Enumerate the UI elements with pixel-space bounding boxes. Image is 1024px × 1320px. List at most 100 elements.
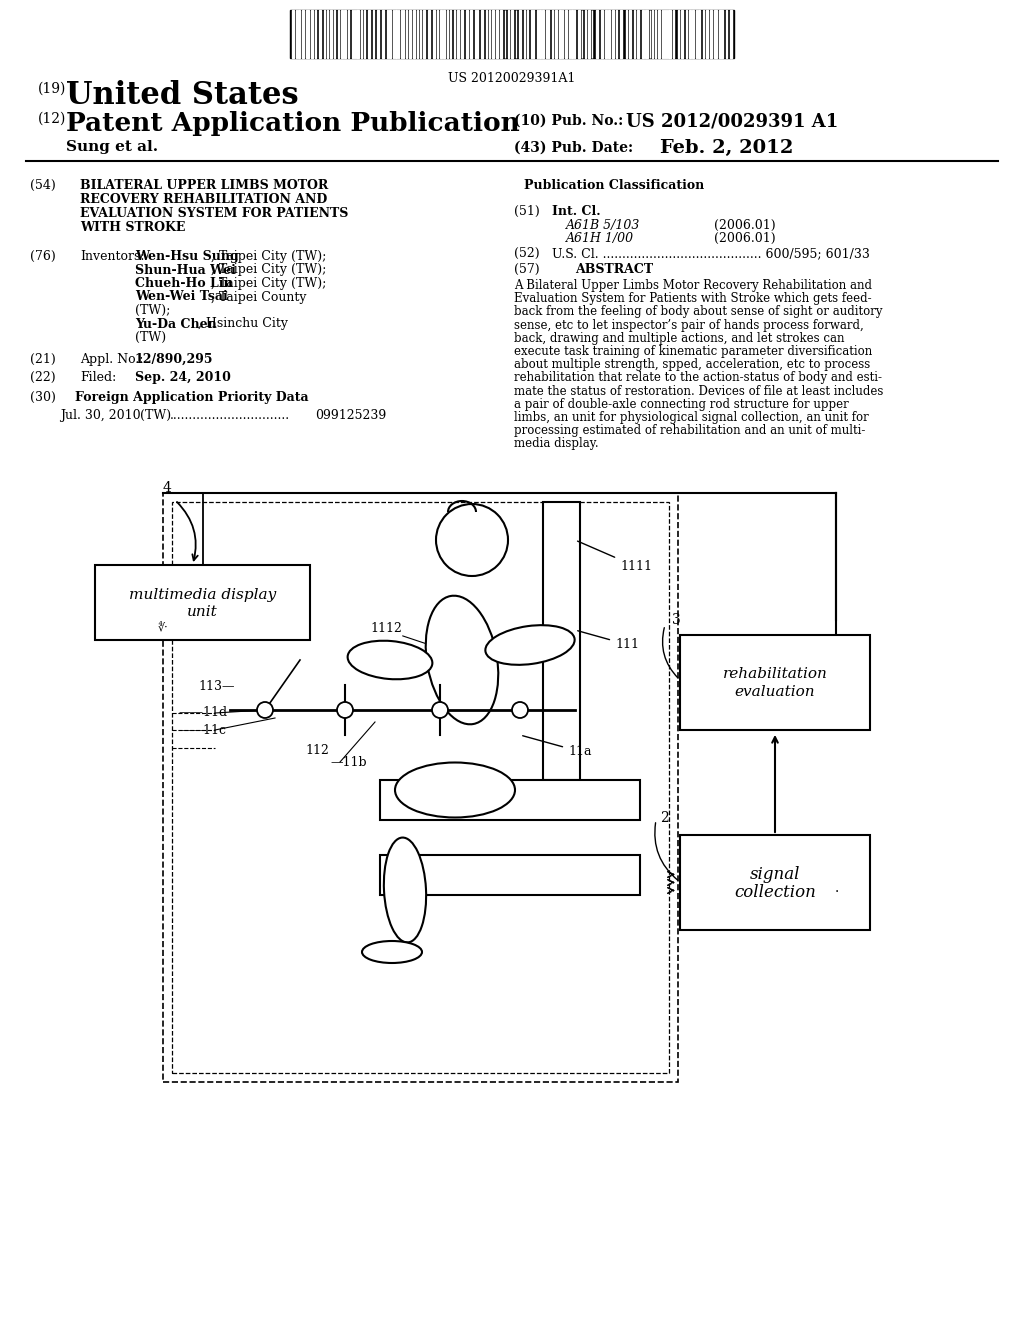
Bar <box>596 11 598 58</box>
Text: Publication Classification: Publication Classification <box>524 180 705 191</box>
Text: WITH STROKE: WITH STROKE <box>80 220 185 234</box>
Bar <box>673 11 675 58</box>
Text: Sung et al.: Sung et al. <box>66 140 158 154</box>
Bar <box>611 11 614 58</box>
Ellipse shape <box>485 626 574 665</box>
Bar <box>555 11 557 58</box>
Text: ABSTRACT: ABSTRACT <box>574 263 653 276</box>
Text: mate the status of restoration. Devices of file at least includes: mate the status of restoration. Devices … <box>514 384 884 397</box>
Bar <box>615 11 617 58</box>
Text: 112: 112 <box>305 743 329 756</box>
Text: , Taipei City (TW);: , Taipei City (TW); <box>211 249 326 263</box>
Bar <box>330 11 332 58</box>
Text: Yu-Da Chen: Yu-Da Chen <box>135 318 217 330</box>
Circle shape <box>436 504 508 576</box>
Bar <box>428 11 430 58</box>
Text: (21): (21) <box>30 352 55 366</box>
Text: ——11c: ——11c <box>178 723 226 737</box>
Text: ——11d: ——11d <box>178 706 227 719</box>
Bar <box>722 11 723 58</box>
Bar <box>629 11 631 58</box>
Bar <box>645 11 647 58</box>
Bar <box>433 11 435 58</box>
Text: rehabilitation that relate to the action-status of body and esti-: rehabilitation that relate to the action… <box>514 371 882 384</box>
Bar <box>423 11 425 58</box>
Bar <box>354 11 355 58</box>
Text: media display.: media display. <box>514 437 599 450</box>
Bar <box>440 11 441 58</box>
Bar <box>542 11 544 58</box>
Text: —11b: —11b <box>330 755 367 768</box>
Bar <box>689 11 690 58</box>
Bar <box>657 11 659 58</box>
Bar <box>681 11 683 58</box>
Text: 1112: 1112 <box>370 622 401 635</box>
Bar <box>420 11 421 58</box>
Text: (2006.01): (2006.01) <box>714 219 775 232</box>
Circle shape <box>337 702 353 718</box>
Text: multimedia display: multimedia display <box>129 587 276 602</box>
Bar <box>95 565 310 640</box>
Bar <box>446 11 449 58</box>
Bar <box>324 11 326 58</box>
Text: ·: · <box>835 886 840 899</box>
Text: , Hsinchu City: , Hsinchu City <box>198 318 288 330</box>
Text: (TW): (TW) <box>135 331 166 345</box>
Bar <box>626 11 627 58</box>
Bar <box>569 11 570 58</box>
Bar <box>496 11 498 58</box>
Text: A61B 5/103: A61B 5/103 <box>566 219 640 232</box>
Bar <box>392 11 394 58</box>
Text: (30): (30) <box>30 391 56 404</box>
Text: (19): (19) <box>38 82 67 96</box>
Bar <box>605 11 607 58</box>
Text: 099125239: 099125239 <box>315 409 386 422</box>
Bar <box>477 11 478 58</box>
Bar <box>637 11 639 58</box>
Text: (12): (12) <box>38 112 67 125</box>
Bar <box>692 11 694 58</box>
Text: EVALUATION SYSTEM FOR PATIENTS: EVALUATION SYSTEM FOR PATIENTS <box>80 207 348 220</box>
Text: about multiple strength, spped, acceleration, etc to process: about multiple strength, spped, accelera… <box>514 358 870 371</box>
Bar <box>508 11 509 58</box>
Text: Wen-Wei Tsai: Wen-Wei Tsai <box>135 290 227 304</box>
Text: Shun-Hua Wei: Shun-Hua Wei <box>135 264 236 276</box>
Bar <box>588 11 590 58</box>
Text: 1111: 1111 <box>578 541 652 573</box>
Bar <box>302 11 304 58</box>
Text: (43) Pub. Date:: (43) Pub. Date: <box>514 141 633 154</box>
Bar <box>620 11 623 58</box>
Text: back from the feeling of body about sense of sight or auditory: back from the feeling of body about sens… <box>514 305 883 318</box>
Bar <box>543 502 580 780</box>
Bar <box>334 11 335 58</box>
Ellipse shape <box>384 838 426 942</box>
Bar <box>380 780 640 820</box>
Bar <box>389 11 391 58</box>
Bar <box>364 11 366 58</box>
Bar <box>457 11 459 58</box>
Bar <box>485 11 487 58</box>
Text: Foreign Application Priority Data: Foreign Application Priority Data <box>75 391 308 404</box>
Bar <box>540 11 541 58</box>
Bar <box>395 11 396 58</box>
Bar <box>711 11 712 58</box>
Bar <box>172 502 669 1073</box>
Text: (76): (76) <box>30 249 55 263</box>
Bar <box>306 11 308 58</box>
Bar <box>548 11 549 58</box>
Text: (51): (51) <box>514 205 540 218</box>
Bar <box>719 11 721 58</box>
Bar <box>492 11 495 58</box>
Text: ∜·: ∜· <box>158 622 168 632</box>
Text: execute task training of kinematic parameter diversification: execute task training of kinematic param… <box>514 345 872 358</box>
Bar <box>601 11 603 58</box>
Ellipse shape <box>395 763 515 817</box>
Bar <box>651 11 653 58</box>
Text: (54): (54) <box>30 180 55 191</box>
Bar <box>500 11 502 58</box>
Bar <box>511 11 513 58</box>
Bar <box>462 11 463 58</box>
Bar <box>578 11 580 58</box>
Text: United States: United States <box>66 81 299 111</box>
Ellipse shape <box>347 640 432 680</box>
